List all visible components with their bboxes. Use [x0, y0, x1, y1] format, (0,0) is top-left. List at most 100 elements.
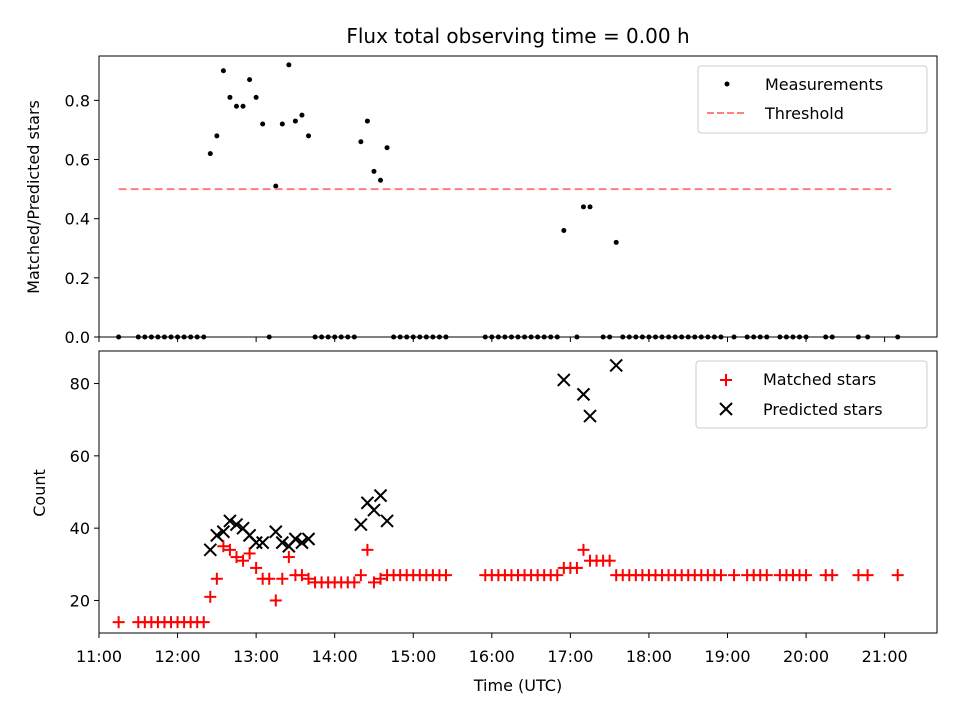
bottom-legend: Matched stars Predicted stars [695, 360, 928, 429]
data-point [580, 204, 586, 210]
data-point [229, 517, 244, 532]
data-point [243, 547, 256, 560]
data-point [240, 103, 246, 109]
y-tick-label: 60 [70, 447, 90, 466]
y-tick-label: 40 [70, 519, 90, 538]
data-point [301, 532, 316, 546]
top-y-axis-label: Matched/Predicted stars [24, 100, 43, 294]
data-point [247, 77, 253, 83]
data-point [380, 514, 394, 528]
data-point [354, 569, 367, 582]
measurements-panel: Flux total observing time = 0.00 h 0.0 0.… [24, 24, 938, 347]
data-point [728, 569, 741, 582]
data-point [223, 543, 236, 556]
data-point [295, 569, 308, 582]
data-point [203, 543, 218, 557]
data-point [613, 239, 619, 245]
data-point [214, 133, 220, 139]
y-tick-label: 20 [70, 591, 90, 610]
data-point [249, 535, 263, 550]
data-point [384, 145, 390, 151]
x-tick-label: 13:00 [233, 647, 279, 666]
data-point [609, 358, 623, 373]
data-point [204, 590, 217, 603]
data-point [282, 551, 295, 564]
data-point [295, 535, 309, 550]
top-legend: Measurements Threshold [697, 65, 928, 134]
data-point [570, 561, 583, 574]
legend-marker-measurements [724, 81, 730, 87]
data-point [299, 112, 305, 118]
data-point [288, 532, 303, 546]
data-point [210, 528, 224, 543]
data-point [302, 572, 315, 585]
data-point [374, 572, 387, 585]
bottom-legend-box [695, 360, 928, 429]
legend-marker-predicted [719, 402, 733, 416]
bottom-x-axis: 11:00 12:00 13:00 14:00 15:00 16:00 17:00 18:00… [76, 633, 908, 666]
data-point [861, 569, 874, 582]
data-point [253, 94, 259, 100]
data-point [112, 616, 125, 629]
data-point [223, 514, 237, 528]
data-point [269, 594, 282, 607]
data-point [354, 517, 368, 532]
x-axis-label: Time (UTC) [473, 676, 562, 695]
data-point [561, 228, 567, 234]
x-tick-label: 19:00 [704, 647, 750, 666]
data-point [216, 525, 231, 539]
data-point [577, 543, 590, 556]
data-point [373, 488, 388, 503]
data-point [207, 151, 213, 157]
data-point [250, 561, 263, 574]
data-point [371, 168, 377, 174]
data-point [891, 569, 904, 582]
legend-label-matched: Matched stars [763, 370, 876, 389]
data-point [576, 387, 591, 402]
y-tick-label: 0.4 [65, 210, 90, 229]
x-tick-label: 20:00 [783, 647, 829, 666]
data-point [286, 62, 292, 68]
data-point [551, 569, 564, 582]
data-point [587, 204, 593, 210]
data-point [276, 572, 289, 585]
data-point [439, 569, 452, 582]
data-point [210, 572, 223, 585]
data-point [358, 139, 364, 145]
legend-label-threshold: Threshold [764, 104, 844, 123]
data-point [367, 576, 380, 589]
data-point [583, 409, 597, 423]
top-x-axis [98, 337, 886, 342]
data-point [273, 183, 279, 189]
data-point [348, 576, 361, 589]
top-axes-frame [98, 55, 938, 338]
bottom-axes-frame [98, 350, 938, 634]
data-point [263, 572, 276, 585]
bottom-y-axis: 20 40 60 80 [70, 375, 99, 610]
legend-marker-matched [720, 374, 732, 386]
y-tick-label: 0.0 [65, 328, 90, 347]
data-point [760, 569, 773, 582]
legend-label-predicted: Predicted stars [763, 400, 883, 419]
data-point [714, 569, 727, 582]
bottom-y-axis-label: Count [30, 469, 49, 517]
chart-title: Flux total observing time = 0.00 h [346, 24, 689, 48]
x-tick-label: 12:00 [155, 647, 201, 666]
series-matched-stars [112, 540, 904, 629]
y-tick-label: 0.2 [65, 269, 90, 288]
x-tick-label: 17:00 [547, 647, 593, 666]
data-point [197, 616, 210, 629]
data-point [361, 543, 374, 556]
series-predicted-stars [203, 358, 623, 557]
legend-label-measurements: Measurements [765, 75, 883, 94]
data-point [279, 121, 285, 127]
data-point [220, 68, 226, 74]
x-tick-label: 16:00 [469, 647, 515, 666]
data-point [230, 551, 243, 564]
data-point [800, 569, 813, 582]
x-tick-label: 11:00 [76, 647, 122, 666]
data-point [557, 373, 571, 387]
data-point [378, 177, 384, 183]
